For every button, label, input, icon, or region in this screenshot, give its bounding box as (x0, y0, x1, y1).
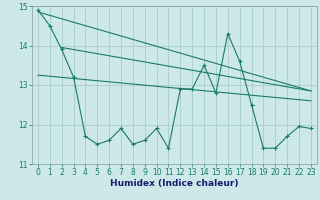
X-axis label: Humidex (Indice chaleur): Humidex (Indice chaleur) (110, 179, 239, 188)
